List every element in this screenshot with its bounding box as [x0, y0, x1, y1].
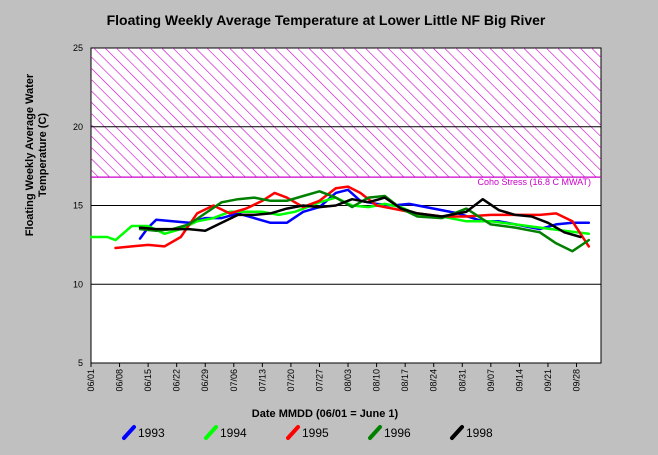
y-tick-label: 25 [73, 43, 83, 53]
x-tick-label: 08/03 [343, 369, 353, 392]
legend-swatch-1998 [450, 425, 464, 440]
y-axis-label-line-1: Floating Weekly Average Water [24, 73, 36, 236]
x-tick-label: 07/06 [229, 369, 239, 392]
x-tick-label: 06/29 [200, 369, 210, 392]
x-tick-label: 07/13 [257, 369, 267, 392]
legend-swatch-1996 [368, 425, 382, 440]
y-tick-label: 5 [78, 358, 83, 368]
x-tick-label: 09/28 [572, 369, 582, 392]
x-axis-label: Date MMDD (06/01 = June 1) [252, 408, 399, 420]
y-tick-label: 15 [73, 201, 83, 211]
x-tick-label: 06/08 [115, 369, 125, 392]
y-tick-labels: 5 10 15 20 25 [73, 43, 83, 368]
x-tick-label: 07/20 [286, 369, 296, 392]
x-tick-label: 07/27 [314, 369, 324, 392]
y-tick-label: 10 [73, 279, 83, 289]
x-tick-label: 08/17 [400, 369, 410, 392]
x-tick-label: 08/31 [457, 369, 467, 392]
y-tick-label: 20 [73, 122, 83, 132]
legend-label-1993: 1993 [138, 426, 165, 440]
stress-zone-label: Coho Stress (16.8 C MWAT) [477, 177, 591, 187]
y-axis-label: Floating Weekly Average Water Temperatur… [24, 73, 49, 236]
gridlines [91, 126, 601, 285]
chart-title: Floating Weekly Average Temperature at L… [107, 12, 546, 28]
y-axis-label-line-2: Temperature (C) [37, 113, 49, 197]
legend-swatch-1993 [122, 425, 136, 440]
legend-label-1998: 1998 [466, 426, 493, 440]
legend: 1993 1994 1995 1996 1998 [122, 425, 493, 440]
x-tick-label: 09/21 [543, 369, 553, 392]
coho-stress-zone: Coho Stress (16.8 C MWAT) [91, 48, 601, 187]
legend-swatch-1995 [286, 425, 300, 440]
x-tick-label: 06/15 [143, 369, 153, 392]
x-tick-label: 08/10 [372, 369, 382, 392]
legend-swatch-1994 [204, 425, 218, 440]
x-tick-label: 09/07 [486, 369, 496, 392]
x-tick-label: 06/22 [172, 369, 182, 392]
x-tick-label: 06/01 [86, 369, 96, 392]
x-tick-label: 09/14 [514, 369, 524, 392]
legend-label-1995: 1995 [302, 426, 329, 440]
legend-label-1994: 1994 [220, 426, 247, 440]
x-tick-labels: 06/01 06/08 06/15 06/22 06/29 07/06 07/13 07/20… [86, 363, 582, 392]
x-tick-label: 08/24 [429, 369, 439, 392]
series-line-1998 [138, 196, 582, 239]
series-lines [89, 185, 591, 253]
legend-label-1996: 1996 [384, 426, 411, 440]
stress-zone-hatch [91, 48, 601, 178]
